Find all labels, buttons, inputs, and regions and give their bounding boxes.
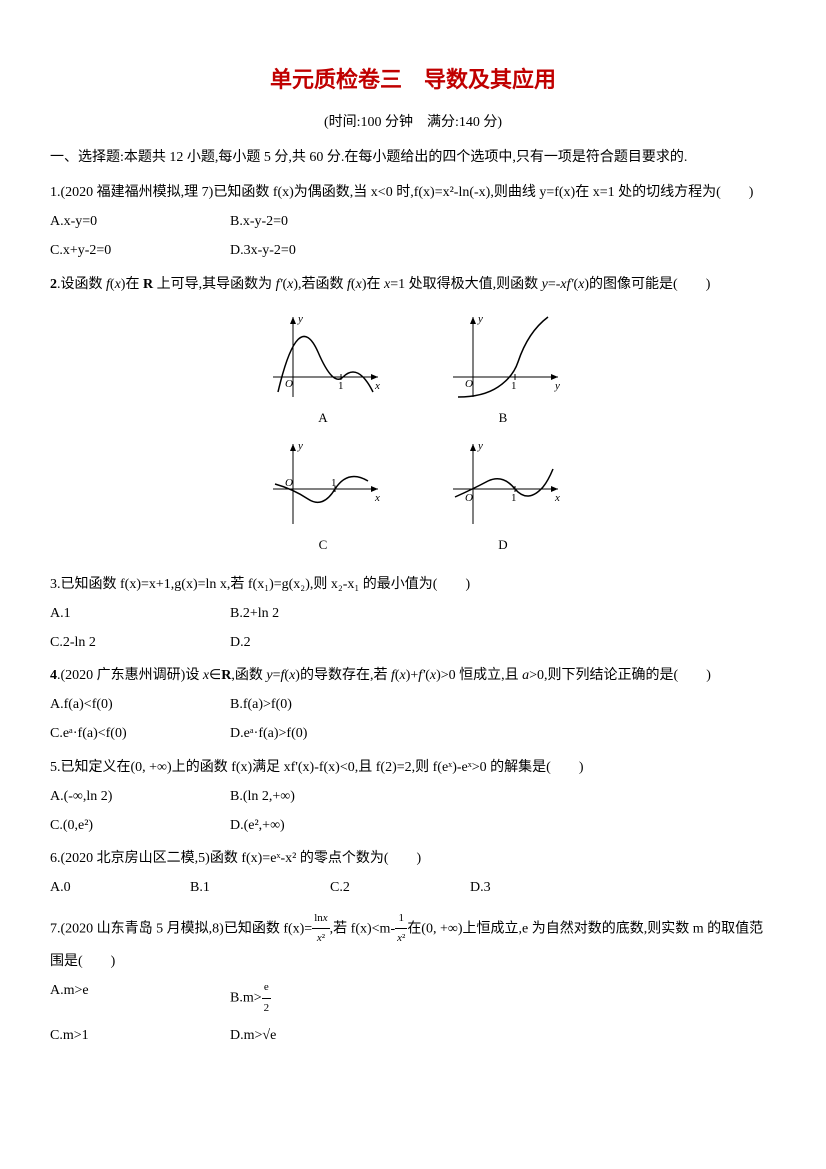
svg-text:y: y [297, 440, 303, 452]
q6-option-d: D.3 [470, 875, 610, 900]
q3-option-d: D.2 [230, 630, 410, 655]
q1-option-c: C.x+y-2=0 [50, 238, 230, 263]
q4-option-c: C.eᵃ·f(a)<f(0) [50, 721, 230, 746]
question-1: 1.(2020 福建福州模拟,理 7)已知函数 f(x)为偶函数,当 x<0 时… [50, 180, 776, 264]
q7-text: 7.(2020 山东青岛 5 月模拟,8)已知函数 f(x)=lnxx²,若 f… [50, 909, 776, 975]
q1-text: 1.(2020 福建福州模拟,理 7)已知函数 f(x)为偶函数,当 x<0 时… [50, 180, 776, 205]
page-title: 单元质检卷三 导数及其应用 [50, 60, 776, 100]
svg-text:1: 1 [338, 380, 344, 392]
q7-option-b: B.m>e2 [230, 978, 410, 1019]
q1-option-a: A.x-y=0 [50, 209, 230, 234]
svg-text:x: x [374, 492, 380, 504]
section-header: 一、选择题:本题共 12 小题,每小题 5 分,共 60 分.在每小题给出的四个… [50, 145, 776, 170]
q3-option-a: A.1 [50, 601, 230, 626]
graph-b-label: B [443, 406, 563, 429]
q5-option-a: A.(-∞,ln 2) [50, 784, 230, 809]
q6-option-c: C.2 [330, 875, 470, 900]
q3-option-c: C.2-ln 2 [50, 630, 230, 655]
q4-text: 4.(2020 广东惠州调研)设 x∈R,函数 y=f(x)的导数存在,若 f(… [50, 663, 776, 688]
q2-text: 2.设函数 f(x)在 R 上可导,其导函数为 f'(x),若函数 f(x)在 … [50, 272, 776, 297]
q7-option-d: D.m>√e [230, 1023, 410, 1048]
svg-text:1: 1 [511, 492, 517, 504]
subtitle: (时间:100 分钟 满分:140 分) [50, 110, 776, 135]
svg-text:y: y [297, 313, 303, 325]
q5-option-d: D.(e²,+∞) [230, 813, 410, 838]
q4-option-a: A.f(a)<f(0) [50, 692, 230, 717]
svg-text:y: y [477, 440, 483, 452]
graph-d-label: D [443, 533, 563, 556]
q2-graphs: O x y 1 A O y y 1 [50, 312, 776, 557]
q7-option-a: A.m>e [50, 978, 230, 1019]
graph-c-label: C [263, 533, 383, 556]
graph-c: O x y 1 C [263, 439, 383, 556]
question-5: 5.已知定义在(0, +∞)上的函数 f(x)满足 xf'(x)-f(x)<0,… [50, 755, 776, 839]
svg-text:O: O [465, 378, 473, 390]
q4-option-b: B.f(a)>f(0) [230, 692, 410, 717]
svg-text:O: O [465, 492, 473, 504]
graph-d: O x y 1 D [443, 439, 563, 556]
question-3: 3.已知函数 f(x)=x+1,g(x)=ln x,若 f(x₁)=g(x₂),… [50, 572, 776, 656]
svg-text:x: x [374, 380, 380, 392]
svg-text:O: O [285, 378, 293, 390]
question-7: 7.(2020 山东青岛 5 月模拟,8)已知函数 f(x)=lnxx²,若 f… [50, 909, 776, 1049]
q7-option-c: C.m>1 [50, 1023, 230, 1048]
q5-option-c: C.(0,e²) [50, 813, 230, 838]
q1-option-d: D.3x-y-2=0 [230, 238, 410, 263]
question-6: 6.(2020 北京房山区二模,5)函数 f(x)=eˣ-x² 的零点个数为( … [50, 846, 776, 900]
q6-option-a: A.0 [50, 875, 190, 900]
graph-b: O y y 1 B [443, 312, 563, 429]
question-4: 4.(2020 广东惠州调研)设 x∈R,函数 y=f(x)的导数存在,若 f(… [50, 663, 776, 747]
q5-text: 5.已知定义在(0, +∞)上的函数 f(x)满足 xf'(x)-f(x)<0,… [50, 755, 776, 780]
svg-text:y: y [554, 380, 560, 392]
svg-text:x: x [554, 492, 560, 504]
question-2: 2.设函数 f(x)在 R 上可导,其导函数为 f'(x),若函数 f(x)在 … [50, 272, 776, 557]
q6-text: 6.(2020 北京房山区二模,5)函数 f(x)=eˣ-x² 的零点个数为( … [50, 846, 776, 871]
q4-option-d: D.eᵃ·f(a)>f(0) [230, 721, 410, 746]
graph-a: O x y 1 A [263, 312, 383, 429]
q1-option-b: B.x-y-2=0 [230, 209, 410, 234]
graph-a-label: A [263, 406, 383, 429]
q5-option-b: B.(ln 2,+∞) [230, 784, 410, 809]
q6-option-b: B.1 [190, 875, 330, 900]
q7-text-pre: 7.(2020 山东青岛 5 月模拟,8)已知函数 f(x)= [50, 921, 312, 936]
svg-text:y: y [477, 313, 483, 325]
q7-text-mid: ,若 f(x)<m- [330, 921, 395, 936]
svg-text:1: 1 [511, 380, 517, 392]
q3-text: 3.已知函数 f(x)=x+1,g(x)=ln x,若 f(x₁)=g(x₂),… [50, 572, 776, 597]
q3-option-b: B.2+ln 2 [230, 601, 410, 626]
